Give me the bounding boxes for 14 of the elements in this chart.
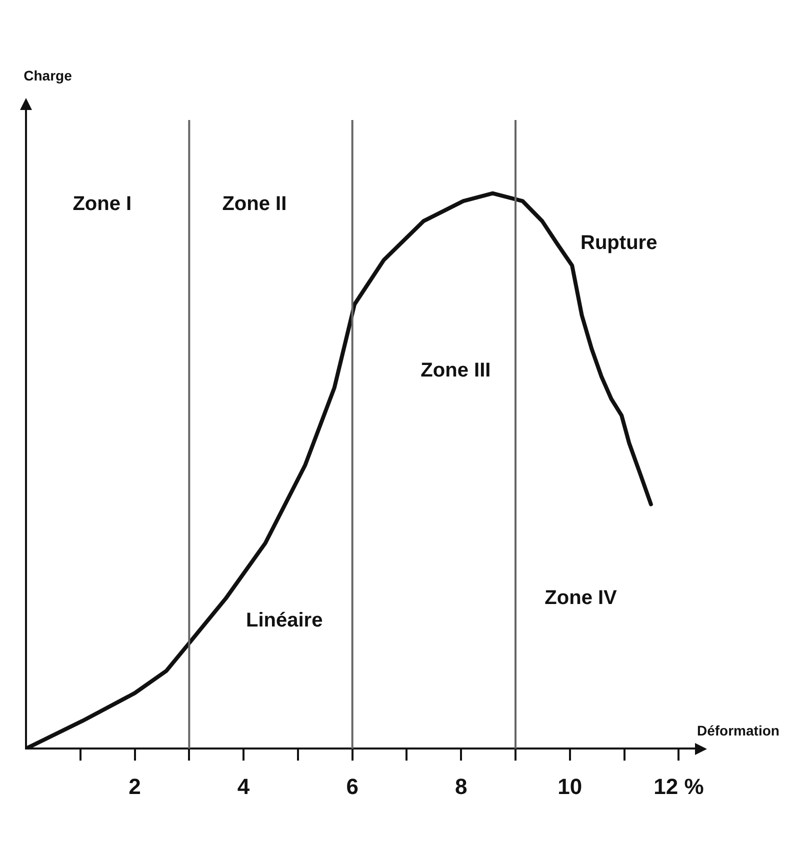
x-tick-label: 6 (346, 774, 358, 799)
annotation: Zone II (222, 192, 287, 215)
annotation: Rupture (580, 232, 658, 254)
x-tick-label: 10 (558, 774, 582, 799)
text: Charge (24, 68, 72, 84)
x-tick-label: 2 (128, 774, 141, 799)
annotation: Linéaire (246, 609, 323, 632)
annotation: Zone III (420, 360, 491, 382)
x-tick-label: 4 (237, 774, 250, 799)
x-axis-title: Déformation (697, 722, 780, 738)
x-tick-label: 12 % (654, 774, 704, 799)
x-tick-label: 8 (454, 774, 468, 799)
annotation: Zone IV (544, 587, 618, 610)
annotation: Zone I (72, 192, 132, 215)
